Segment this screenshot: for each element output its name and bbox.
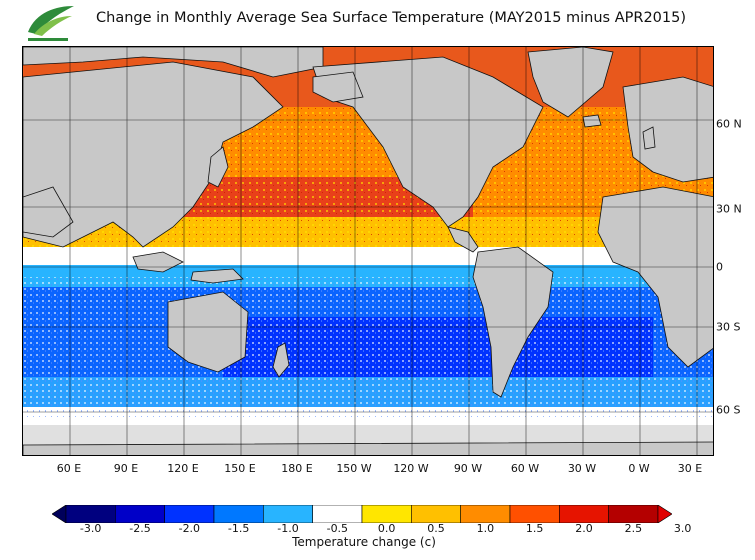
colorbar-tick-label: -2.0 [178, 522, 201, 535]
colorbar-tick-label: 0.5 [427, 522, 445, 535]
greenland [527, 47, 614, 118]
lon-label: 60 E [56, 462, 82, 475]
colorbar-extend-high [657, 505, 672, 523]
colorbar-tick-label: 2.0 [575, 522, 593, 535]
colorbar-tick-label: 2.5 [624, 522, 643, 535]
europe [622, 76, 713, 183]
lat-label: 30 S [716, 320, 741, 334]
colorbar-tick-label: 0.0 [377, 522, 396, 535]
lat-label: 60 N [716, 117, 742, 131]
colorbar-cell [361, 505, 412, 523]
colorbar-cell [460, 505, 511, 523]
australia [167, 291, 249, 373]
colorbar-tick-label: 1.0 [476, 522, 495, 535]
asia-landmass [23, 61, 284, 248]
antarctica [23, 441, 713, 455]
lon-label: 90 W [453, 462, 483, 475]
lon-label: 180 E [281, 462, 313, 475]
japan [207, 146, 229, 188]
colorbar-cell [164, 505, 215, 523]
africa [597, 186, 713, 368]
sst-map [22, 46, 714, 456]
lon-label: 150 W [336, 462, 372, 475]
lon-label: 0 W [628, 462, 650, 475]
colorbar-cell [411, 505, 461, 523]
lon-label: 120 E [167, 462, 199, 475]
colorbar-cell [115, 505, 165, 523]
lat-label: 0 [716, 260, 723, 274]
colorbar-cell [263, 505, 313, 523]
north-america [312, 56, 544, 228]
colorbar-tick-label: -1.5 [227, 522, 250, 535]
colorbar-cell [509, 505, 560, 523]
map-title: Change in Monthly Average Sea Surface Te… [96, 10, 687, 26]
equator-white [23, 247, 713, 267]
lon-label: 30 W [567, 462, 597, 475]
lon-label: 60 W [510, 462, 540, 475]
colorbar-cell [312, 505, 363, 523]
lon-label: 90 E [113, 462, 139, 475]
colorbar-cell [559, 505, 609, 523]
colorbar-tick-label: 1.5 [525, 522, 544, 535]
lon-label: 30 E [677, 462, 703, 475]
colorbar-cell [65, 505, 116, 523]
colorbar-tick-label: -0.5 [326, 522, 349, 535]
colorbar-tick-label: -3.0 [79, 522, 102, 535]
colorbar-title: Temperature change (c) [292, 535, 436, 549]
colorbar [52, 505, 672, 523]
lon-label: 120 W [393, 462, 429, 475]
colorbar-cell [608, 505, 659, 523]
colorbar-tick-label: 3.0 [673, 522, 692, 535]
colorbar-extend-low [52, 505, 67, 523]
colorbar-cell [213, 505, 264, 523]
lat-label: 30 N [716, 202, 742, 216]
lon-label: 150 E [224, 462, 256, 475]
lat-label: 60 S [716, 403, 741, 417]
colorbar-tick-label: -2.5 [129, 522, 151, 535]
logo-icon [28, 6, 74, 41]
colorbar-tick-label: -1.0 [277, 522, 299, 535]
south-america [472, 246, 554, 398]
